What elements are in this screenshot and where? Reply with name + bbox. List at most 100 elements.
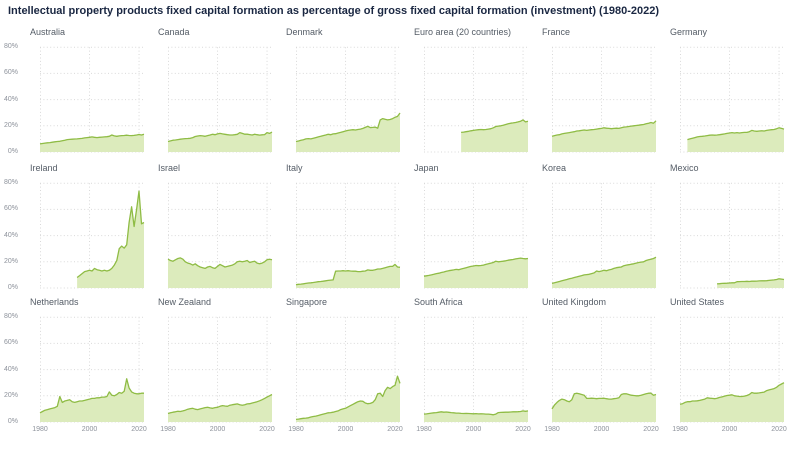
y-axis-tick-label: 20% [3, 121, 18, 129]
chart-title-israel: Israel [158, 163, 181, 173]
chart-title-euro-area-20-countries-: Euro area (20 countries) [414, 27, 512, 37]
x-axis-tick-label: 2020 [131, 426, 147, 433]
area-chart-new-zealand[interactable] [167, 312, 273, 423]
area-chart-australia[interactable] [39, 42, 145, 153]
area-chart-japan[interactable] [423, 178, 529, 289]
chart-title-japan: Japan [414, 163, 439, 173]
y-axis-tick-label: 80% [3, 179, 18, 187]
chart-title-mexico: Mexico [670, 163, 699, 173]
area-chart-germany[interactable] [680, 42, 785, 153]
chart-title-united-states: United States [670, 297, 725, 307]
x-axis-tick-label: 2000 [337, 426, 354, 433]
area-chart-france[interactable] [551, 42, 657, 153]
x-axis-tick-label: 1980 [544, 426, 560, 433]
area-fill [424, 410, 528, 422]
series-line [423, 257, 529, 277]
x-axis-tick-label: 2000 [465, 426, 482, 433]
y-axis-tick-label: 40% [3, 95, 18, 103]
area-chart-south-africa[interactable] [423, 312, 529, 423]
area-fill [687, 127, 784, 152]
area-chart-korea[interactable] [551, 178, 657, 289]
area-chart-united-states[interactable] [679, 312, 785, 423]
chart-title-ireland: Ireland [30, 163, 58, 173]
area-chart-israel[interactable] [167, 178, 273, 289]
area-fill [461, 119, 528, 152]
series-line [717, 278, 785, 285]
series-line [551, 120, 657, 137]
series-line [295, 112, 401, 143]
series-line [39, 378, 144, 414]
area-fill [552, 393, 656, 422]
y-axis-tick-label: 80% [3, 313, 18, 321]
area-chart-ireland[interactable] [40, 178, 145, 289]
area-chart-denmark[interactable] [295, 42, 401, 153]
series-line [167, 393, 273, 415]
area-fill [424, 258, 528, 288]
x-axis-tick-label: 2020 [259, 426, 275, 433]
series-line [167, 131, 273, 143]
page-title: Intellectual property products fixed cap… [8, 5, 659, 17]
y-axis-tick-label: 40% [3, 231, 18, 239]
y-axis-tick-label: 60% [3, 339, 18, 347]
y-axis-tick-label: 80% [3, 43, 18, 51]
chart-title-south-africa: South Africa [414, 297, 463, 307]
x-axis-tick-label: 1980 [160, 426, 176, 433]
area-fill [40, 378, 144, 422]
chart-title-singapore: Singapore [286, 297, 328, 307]
y-axis-tick-label: 20% [3, 257, 18, 265]
y-axis-tick-label: 0% [7, 148, 18, 155]
area-fill [552, 120, 656, 152]
area-fill [40, 134, 144, 152]
chart-title-new-zealand: New Zealand [158, 297, 212, 307]
area-chart-canada[interactable] [167, 42, 273, 153]
series-line [295, 375, 401, 421]
x-axis-tick-label: 2000 [593, 426, 610, 433]
chart-title-korea: Korea [542, 163, 567, 173]
area-fill [168, 257, 272, 288]
x-axis-tick-label: 2000 [721, 426, 738, 433]
area-chart-united-kingdom[interactable] [551, 312, 657, 423]
area-chart-euro-area-20-countries-[interactable] [424, 42, 529, 153]
chart-title-italy: Italy [286, 163, 303, 173]
area-fill [168, 394, 272, 422]
series-line [551, 256, 657, 285]
chart-title-france: France [542, 27, 571, 37]
series-line [76, 190, 145, 279]
y-axis-tick-label: 40% [3, 365, 18, 373]
y-axis-tick-label: 60% [3, 205, 18, 213]
series-line [551, 392, 657, 410]
area-fill [680, 382, 784, 422]
area-fill [296, 376, 400, 422]
y-axis-tick-label: 0% [7, 418, 18, 425]
chart-title-germany: Germany [670, 27, 708, 37]
y-axis-tick-label: 60% [3, 69, 18, 77]
series-line [423, 410, 529, 416]
series-line [687, 127, 785, 141]
x-axis-tick-label: 1980 [288, 426, 304, 433]
x-axis-tick-label: 2000 [209, 426, 226, 433]
x-axis-tick-label: 1980 [32, 426, 48, 433]
x-axis-tick-label: 1980 [672, 426, 688, 433]
area-chart-netherlands[interactable] [39, 312, 144, 423]
chart-title-australia: Australia [30, 27, 66, 37]
x-axis-tick-label: 2000 [81, 426, 98, 433]
area-fill [296, 113, 400, 152]
chart-title-netherlands: Netherlands [30, 297, 79, 307]
area-chart-singapore[interactable] [295, 312, 401, 423]
series-line [461, 119, 529, 134]
x-axis-tick-label: 2020 [515, 426, 531, 433]
y-axis-tick-label: 0% [7, 284, 18, 291]
x-axis-tick-label: 2020 [387, 426, 403, 433]
series-line [167, 257, 273, 270]
area-fill [77, 191, 144, 288]
area-chart-italy[interactable] [295, 178, 401, 289]
chart-title-united-kingdom: United Kingdom [542, 297, 607, 307]
chart-title-denmark: Denmark [286, 27, 323, 37]
y-axis-tick-label: 20% [3, 391, 18, 399]
area-chart-mexico[interactable] [680, 178, 785, 289]
x-axis-tick-label: 2020 [643, 426, 659, 433]
series-line [39, 133, 145, 145]
chart-title-canada: Canada [158, 27, 190, 37]
series-line [295, 263, 401, 286]
